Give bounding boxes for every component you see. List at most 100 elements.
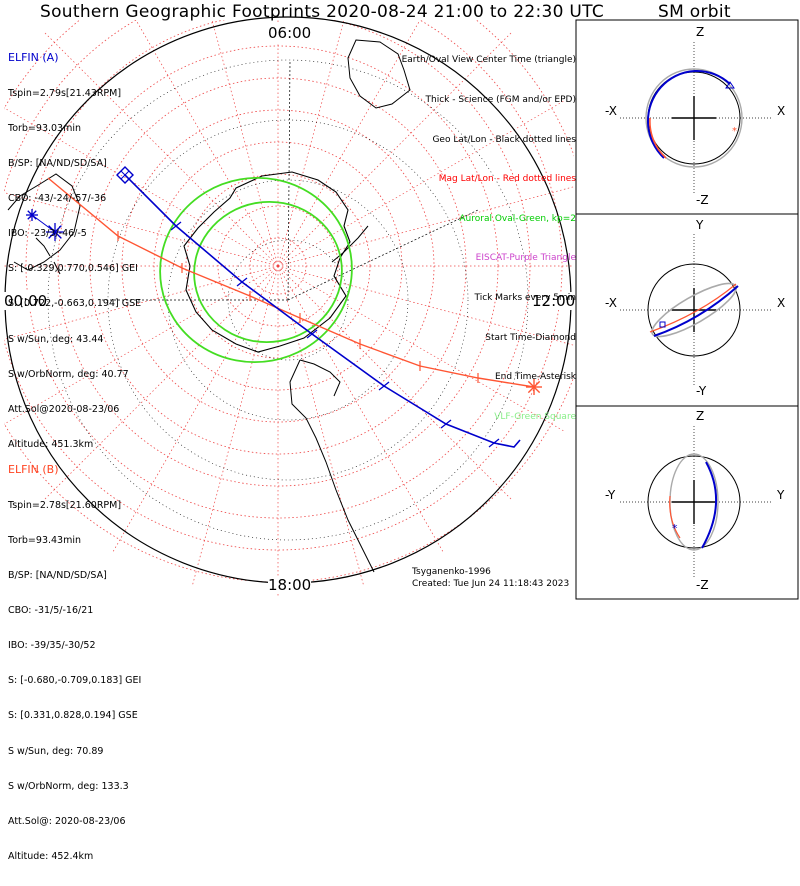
elfin-b-line: Att.Sol@: 2020-08-23/06 (8, 815, 126, 827)
elfin-b-line: B/SP: [NA/ND/SD/SA] (8, 570, 107, 582)
legend-item: Earth/Oval View Center Time (triangle) (401, 55, 576, 66)
elfin-a-line: S w/OrbNorm, deg: 40.77 (8, 368, 129, 380)
panel3-top-label: Z (696, 409, 705, 423)
mag-lon-line (277, 265, 564, 432)
elfin-a-header: ELFIN (A) (8, 51, 59, 65)
sm-orbit-a (701, 461, 717, 549)
mag-lon-line (277, 20, 345, 267)
legend-item: Geo Lat/Lon - Black dotted lines (432, 134, 576, 145)
mag-lon-line (277, 100, 564, 267)
south-america-coastline (289, 359, 375, 573)
legend-item: Tick Marks every 5min (474, 293, 576, 304)
mag-lon-line (4, 265, 279, 425)
panel1-top-label: Z (696, 25, 705, 39)
mag-lon-line (277, 32, 512, 267)
legend-item: EISCAT-Purple Triangle (475, 253, 576, 264)
antarctic-peninsula (331, 225, 369, 263)
panel2-bottom-label: -Y (696, 384, 707, 398)
elfin-a-tick (306, 329, 318, 339)
elfin-a-line: S: [-0.329,0.770,0.546] GEI (8, 263, 138, 275)
mag-lon-line (44, 265, 279, 500)
legend-item: Auroral Oval-Green, kp=2 (459, 213, 576, 224)
sm-earth-circle (647, 263, 741, 357)
elfin-b-line: IBO: -39/35/-30/52 (8, 640, 96, 652)
elfin-a-info: ELFIN (A) Tspin=2.79s[21.43RPM] Torb=93.… (8, 28, 141, 474)
new-zealand-coastline (35, 237, 61, 275)
sm-frame-border (575, 19, 799, 600)
legend-item: Start Time-Diamond (485, 332, 576, 343)
panel2-top-label: Y (696, 218, 704, 232)
australia-coastline (7, 173, 81, 271)
elfin-b-line: CBO: -31/5/-16/21 (8, 605, 94, 617)
time-label-top: 06:00 (268, 24, 312, 42)
elfin-a-line: B/SP: [NA/ND/SD/SA] (8, 158, 107, 170)
sm-orbit-title: SM orbit (658, 2, 731, 22)
sm-orbit-plots: ** (620, 42, 772, 578)
elfin-a-line: Att.Sol@2020-08-23/06 (8, 403, 120, 415)
mag-lon-line (211, 20, 279, 267)
elfin-a-start-cross (120, 170, 130, 180)
sm-orbit-b (649, 283, 737, 333)
sm-orbit-a (646, 70, 731, 159)
elfin-a-line: S: [0.722,-0.663,0.194] GSE (8, 298, 142, 310)
mag-lon-line (277, 20, 421, 267)
legend-item: End Time-Asterisk (494, 372, 576, 383)
panel2-right-label: X (777, 296, 786, 310)
sm-earth-circle (647, 455, 741, 549)
elfin-a-track-segment (31, 214, 56, 233)
mag-lon-line (4, 192, 279, 267)
mag-lon-line (277, 265, 574, 346)
mag-lon-line (277, 265, 364, 585)
auroral-oval (159, 176, 353, 364)
elfin-a-line: Altitude: 451.3km (8, 438, 94, 450)
mag-lon-line (4, 107, 279, 267)
panel1-right-label: X (777, 104, 786, 118)
elfin-a-line: IBO: -23/3/-46/-5 (8, 228, 87, 240)
mag-lon-line (277, 265, 512, 500)
mag-lon-line (192, 265, 279, 585)
sm-frame (575, 19, 799, 600)
antarctica-coastline (183, 171, 351, 353)
time-label-bottom: 18:00 (268, 576, 312, 594)
elfin-b-header: ELFIN (B) (8, 463, 59, 477)
elfin-a-tick (236, 277, 248, 287)
elfin-footprint-plot: Southern Geographic Footprints 2020-08-2… (4, 2, 799, 862)
sm-view-triangle (725, 81, 735, 89)
panel3-left-label: -Y (605, 488, 616, 502)
mag-lon-line (44, 32, 279, 267)
geo-lon-line (287, 59, 291, 301)
plot-title: Southern Geographic Footprints 2020-08-2… (40, 2, 605, 22)
elfin-a-tick (488, 438, 500, 448)
mag-lon-line (135, 20, 279, 267)
elfin-b-info: ELFIN (B) Tspin=2.78s[21.60RPM] Torb=93.… (8, 440, 141, 886)
elfin-a-start-diamond (116, 166, 134, 184)
elfin-b-line: S w/OrbNorm, deg: 133.3 (8, 780, 129, 792)
africa-coastline (347, 39, 411, 109)
panel3-bottom-label: -Z (696, 578, 709, 592)
geo-lon-line (287, 209, 479, 301)
time-label-left: 00:00 (4, 292, 48, 310)
legend-item: VLF-Green Square (494, 411, 576, 422)
elfin-b-line: S: [0.331,0.828,0.194] GSE (8, 710, 138, 722)
sm-end-asterisk: * (732, 126, 737, 137)
sm-orbit-a (653, 285, 739, 337)
panel1-left-label: -X (605, 104, 617, 118)
panel3-right-label: Y (777, 488, 785, 502)
elfin-a-line: CBO: -43/-24/-57/-36 (8, 193, 107, 205)
panel2-left-label: -X (605, 296, 617, 310)
continent-outlines (7, 39, 411, 573)
mag-lon-line (4, 265, 279, 340)
elfin-a-line: Tspin=2.79s[21.43RPM] (8, 87, 122, 99)
time-label-right: 12:00 (532, 292, 576, 310)
sm-orbit-b (669, 495, 681, 539)
elfin-a-line: Torb=93.03min (8, 122, 82, 134)
footprint-tracks (26, 166, 542, 448)
elfin-b-end-asterisk (527, 380, 541, 394)
elfin-a-tick (378, 381, 390, 391)
auroral-oval-inner (193, 200, 343, 344)
sm-orbit-panels: ** (575, 19, 799, 600)
mag-lon-line (277, 265, 444, 552)
sm-start-diamond (659, 321, 666, 328)
sm-start-asterisk: * (672, 522, 678, 535)
sm-orbit-b (649, 117, 667, 159)
